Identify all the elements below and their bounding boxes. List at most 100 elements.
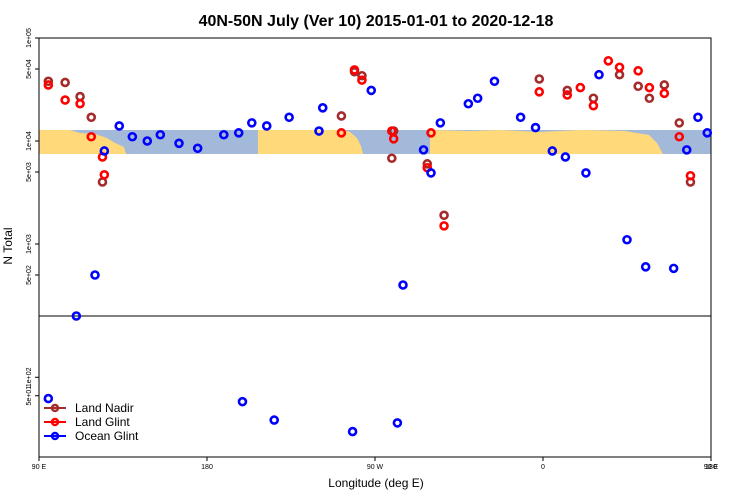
point-ocean-glint xyxy=(192,143,203,154)
point-land-glint xyxy=(60,95,70,105)
point-ocean-glint xyxy=(668,263,679,274)
x-tick-label: 0 xyxy=(541,464,545,471)
point-ocean-glint xyxy=(560,152,571,162)
x-axis-label: Longitude (deg E) xyxy=(328,476,423,490)
legend: Land Nadir Land Glint Ocean Glint xyxy=(44,401,139,443)
point-land-glint xyxy=(633,66,644,76)
point-land-nadir xyxy=(633,81,644,92)
point-land-glint xyxy=(336,128,347,138)
point-land-glint xyxy=(386,126,397,136)
point-ocean-glint xyxy=(237,396,248,407)
point-ocean-glint xyxy=(435,118,446,128)
chart-title: 40N-50N July (Ver 10) 2015-01-01 to 2020… xyxy=(199,13,554,30)
upper-y-tick-label: 1e+05 xyxy=(26,28,33,48)
point-land-nadir xyxy=(562,85,573,96)
point-ocean-glint xyxy=(99,146,110,156)
point-ocean-glint xyxy=(702,128,713,138)
point-ocean-glint xyxy=(366,85,377,96)
upper-y-tick-label: 5e+03 xyxy=(26,162,33,182)
point-ocean-glint xyxy=(489,76,500,87)
lower-y-tick-label: 1e+02 xyxy=(26,367,33,387)
point-ocean-glint xyxy=(142,136,153,146)
point-ocean-glint xyxy=(622,234,632,245)
point-land-glint xyxy=(426,128,436,138)
upper-panel-frame xyxy=(38,37,712,317)
point-land-glint xyxy=(43,80,54,90)
x-tick-label: 180 xyxy=(201,464,213,471)
point-ocean-glint xyxy=(515,112,526,123)
point-ocean-glint xyxy=(155,129,166,140)
point-ocean-glint xyxy=(347,426,358,437)
point-ocean-glint xyxy=(317,103,328,113)
point-land-nadir xyxy=(422,159,433,169)
point-land-glint xyxy=(439,221,449,231)
legend-entry-land-nadir: Land Nadir xyxy=(44,401,134,415)
point-land-glint xyxy=(99,169,110,180)
point-land-glint xyxy=(75,98,85,109)
point-land-glint xyxy=(588,100,599,111)
point-land-glint xyxy=(659,88,670,99)
point-land-glint xyxy=(349,65,360,75)
point-land-glint xyxy=(562,90,573,100)
upper-y-axis: 5e+02 1e+03 5e+03 1e+04 5e+04 1e+05 xyxy=(26,28,39,285)
upper-y-tick-label: 5e+02 xyxy=(26,265,33,285)
point-ocean-glint xyxy=(90,270,100,280)
upper-y-tick-label: 1e+04 xyxy=(26,131,33,151)
point-ocean-glint xyxy=(114,121,125,131)
point-ocean-glint xyxy=(261,121,272,131)
point-land-nadir xyxy=(644,93,655,104)
legend-entry-ocean-glint: Ocean Glint xyxy=(44,429,139,443)
point-ocean-glint xyxy=(392,418,403,428)
point-ocean-glint xyxy=(71,311,82,321)
upper-y-tick-label: 5e+04 xyxy=(26,59,33,79)
point-land-glint xyxy=(674,131,685,142)
point-land-nadir xyxy=(43,76,54,87)
point-ocean-glint xyxy=(127,131,138,142)
point-ocean-glint xyxy=(247,118,257,128)
series-ocean-glint xyxy=(43,69,713,437)
point-land-glint xyxy=(357,75,367,85)
legend-label-ocean-glint: Ocean Glint xyxy=(75,429,139,443)
point-land-nadir xyxy=(336,111,347,121)
x-tick-label: 90 W xyxy=(367,464,384,471)
point-land-nadir xyxy=(534,74,545,84)
point-land-nadir xyxy=(674,118,685,128)
lower-y-tick-label: 5e+01 xyxy=(26,386,33,406)
point-land-nadir xyxy=(439,210,449,221)
point-ocean-glint xyxy=(472,93,483,104)
point-ocean-glint xyxy=(426,168,436,178)
x-tick-label: 180 xyxy=(705,464,717,471)
point-ocean-glint xyxy=(463,98,474,109)
point-ocean-glint xyxy=(681,145,692,155)
point-ocean-glint xyxy=(269,415,280,425)
point-ocean-glint xyxy=(547,146,558,156)
point-ocean-glint xyxy=(530,122,541,133)
lower-panel-frame xyxy=(38,315,712,458)
x-tick-label: 90 E xyxy=(704,464,719,471)
point-land-nadir xyxy=(357,70,367,81)
point-ocean-glint xyxy=(174,138,184,149)
point-land-glint xyxy=(685,170,696,181)
upper-y-tick-label: 1e+03 xyxy=(26,234,33,254)
point-land-glint xyxy=(575,82,586,93)
legend-label-land-nadir: Land Nadir xyxy=(75,401,134,415)
point-land-glint xyxy=(644,82,655,93)
series-land-glint xyxy=(43,56,696,231)
point-ocean-glint xyxy=(418,145,429,155)
point-ocean-glint xyxy=(693,112,703,123)
legend-label-land-glint: Land Glint xyxy=(75,415,130,429)
world-map-strip xyxy=(39,130,711,154)
data-points xyxy=(43,56,713,437)
point-ocean-glint xyxy=(43,393,54,404)
x-tick-label: 90 E xyxy=(32,464,47,471)
point-land-nadir xyxy=(60,77,70,88)
point-land-glint xyxy=(603,56,614,66)
y-axis-label: N Total xyxy=(1,227,15,264)
point-land-glint xyxy=(614,62,625,73)
point-land-nadir xyxy=(86,112,97,123)
point-land-nadir xyxy=(614,69,625,80)
point-land-nadir xyxy=(386,153,397,164)
legend-entry-land-glint: Land Glint xyxy=(44,415,130,429)
